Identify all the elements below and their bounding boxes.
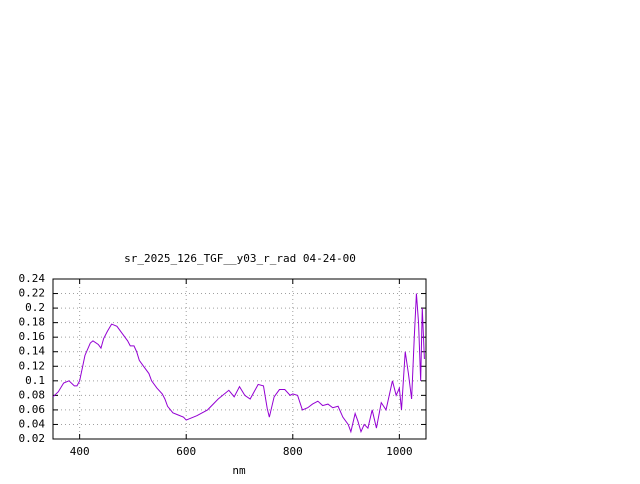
data-line xyxy=(52,293,425,434)
x-tick-label: 600 xyxy=(176,445,196,458)
y-tick-label: 0.06 xyxy=(19,403,46,416)
x-tick-label: 1000 xyxy=(386,445,413,458)
y-tick-label: 0.24 xyxy=(19,272,46,285)
y-tick-label: 0.2 xyxy=(25,301,45,314)
y-tick-label: 0.08 xyxy=(19,388,46,401)
y-tick-label: 0.1 xyxy=(25,374,45,387)
x-tick-label: 800 xyxy=(283,445,303,458)
y-tick-label: 0.02 xyxy=(19,432,46,445)
y-tick-label: 0.16 xyxy=(19,330,46,343)
y-tick-label: 0.14 xyxy=(19,345,46,358)
chart-title: sr_2025_126_TGF__y03_r_rad 04-24-00 xyxy=(124,252,356,265)
y-tick-label: 0.18 xyxy=(19,316,46,329)
y-tick-label: 0.12 xyxy=(19,359,46,372)
x-axis-label: nm xyxy=(232,464,246,477)
y-tick-label: 0.04 xyxy=(19,417,46,430)
y-tick-label: 0.22 xyxy=(19,287,46,300)
x-tick-label: 400 xyxy=(70,445,90,458)
plot-frame xyxy=(52,278,427,440)
